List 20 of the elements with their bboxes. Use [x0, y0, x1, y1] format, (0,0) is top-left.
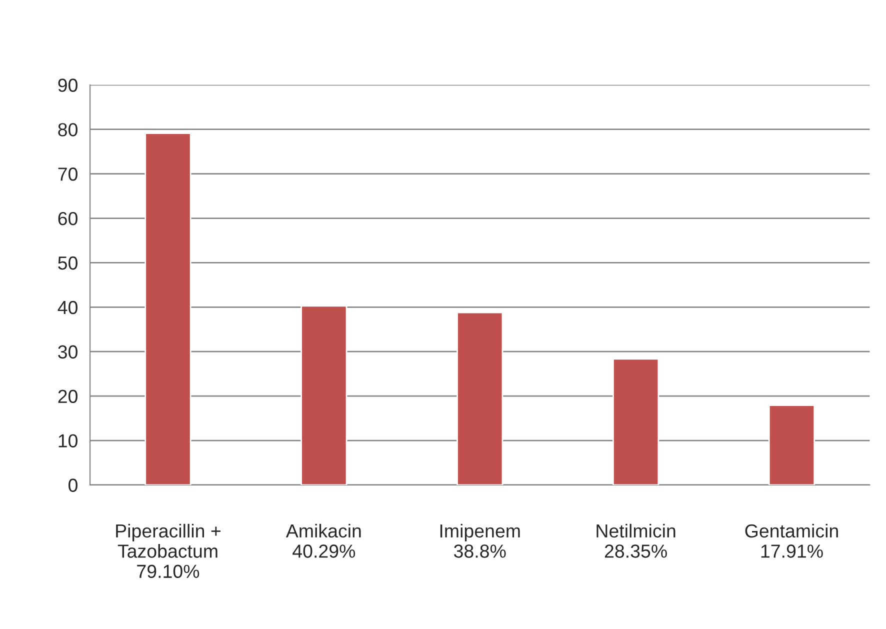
bar: [612, 358, 660, 485]
y-tick-label: 20: [58, 390, 78, 404]
y-tick-label: 60: [58, 212, 78, 226]
bar: [768, 404, 816, 485]
x-tick-label: Gentamicin 17.91%: [745, 524, 838, 558]
y-tick-label: 90: [58, 78, 78, 92]
x-tick-label: Imipenem 38.8%: [440, 524, 520, 558]
y-tick-label: 30: [58, 345, 78, 359]
y-tick-label: 10: [58, 434, 78, 448]
y-tick-label: 40: [58, 300, 78, 314]
y-tick-label: 80: [58, 123, 78, 136]
bar: [456, 312, 504, 485]
x-tick-label: Piperacillin + Tazobactum 79.10%: [116, 524, 220, 578]
y-tick-label: 0: [68, 478, 78, 492]
y-tick-label: 70: [58, 168, 78, 181]
bar: [144, 132, 192, 485]
x-tick-label: Amikacin 40.29%: [286, 524, 361, 558]
bar: [300, 305, 348, 485]
x-tick-label: Netilmicin 28.35%: [596, 524, 676, 558]
y-tick-label: 50: [58, 256, 78, 270]
